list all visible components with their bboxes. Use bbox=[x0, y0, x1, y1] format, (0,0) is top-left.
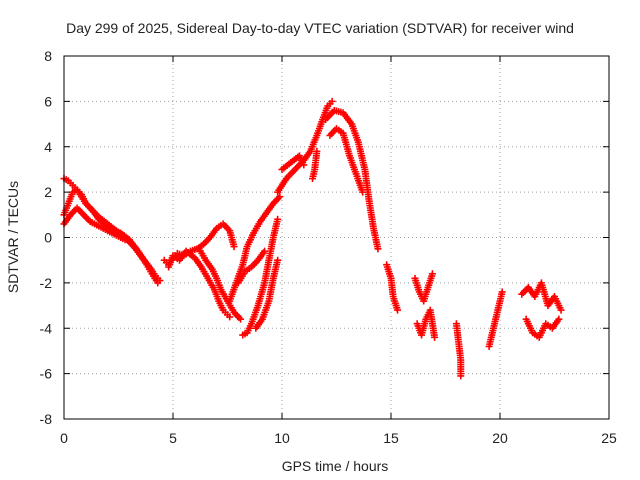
series-track_m bbox=[322, 106, 382, 253]
series-track_t bbox=[485, 288, 506, 350]
data-point bbox=[457, 372, 465, 380]
y-tick-label: -2 bbox=[40, 275, 53, 291]
series-track_v bbox=[522, 315, 563, 341]
x-tick-label: 0 bbox=[60, 430, 68, 446]
x-tick-label: 20 bbox=[492, 430, 508, 446]
data-point bbox=[394, 306, 402, 314]
series-track_e bbox=[165, 247, 234, 321]
y-tick-label: 4 bbox=[44, 139, 52, 155]
x-tick-labels: 0 5 10 15 20 25 bbox=[60, 430, 617, 446]
y-tick-label: -4 bbox=[40, 320, 53, 336]
data-point bbox=[154, 279, 162, 287]
data-points bbox=[60, 97, 565, 380]
data-point bbox=[261, 247, 269, 255]
series-track_k bbox=[274, 97, 336, 196]
y-tick-label: 8 bbox=[44, 48, 52, 64]
data-point bbox=[431, 333, 439, 341]
grid-lines bbox=[64, 56, 609, 419]
series-track_i bbox=[252, 256, 282, 332]
data-point bbox=[276, 193, 284, 201]
y-tick-label: -6 bbox=[40, 366, 53, 382]
series-track_r bbox=[413, 306, 439, 341]
x-tick-label: 10 bbox=[274, 430, 290, 446]
series-track_l bbox=[278, 152, 308, 173]
data-point bbox=[313, 147, 321, 155]
chart-title: Day 299 of 2025, Sidereal Day-to-day VTE… bbox=[66, 20, 574, 36]
y-tick-labels: -8 -6 -4 -2 0 2 4 6 8 bbox=[40, 48, 53, 427]
y-tick-label: 2 bbox=[44, 184, 52, 200]
y-tick-label: -8 bbox=[40, 411, 53, 427]
x-tick-label: 15 bbox=[383, 430, 399, 446]
series-track_p bbox=[383, 261, 402, 314]
data-point bbox=[300, 161, 308, 169]
data-point bbox=[374, 245, 382, 253]
data-point bbox=[328, 97, 336, 105]
series-track_o bbox=[309, 147, 321, 183]
data-point bbox=[226, 313, 234, 321]
axis-ticks bbox=[63, 55, 610, 420]
data-point bbox=[359, 188, 367, 196]
series-track_j bbox=[234, 247, 269, 287]
series-track_n bbox=[326, 125, 367, 196]
data-point bbox=[237, 315, 245, 323]
data-point bbox=[274, 215, 282, 223]
series-track_q bbox=[411, 270, 436, 305]
x-tick-label: 25 bbox=[601, 430, 617, 446]
data-point bbox=[121, 236, 129, 244]
series-track_u bbox=[518, 279, 565, 314]
data-point bbox=[498, 288, 506, 296]
data-point bbox=[274, 256, 282, 264]
x-axis-label: GPS time / hours bbox=[282, 458, 389, 474]
y-tick-label: 0 bbox=[44, 230, 52, 246]
y-tick-label: 6 bbox=[44, 93, 52, 109]
x-tick-label: 5 bbox=[169, 430, 177, 446]
data-point bbox=[555, 315, 563, 323]
y-axis-label: SDTVAR / TECUs bbox=[5, 181, 21, 293]
series-track_h bbox=[239, 215, 282, 339]
data-point bbox=[428, 270, 436, 278]
data-point bbox=[230, 243, 238, 251]
series-track_s bbox=[452, 320, 465, 380]
data-point bbox=[557, 306, 565, 314]
